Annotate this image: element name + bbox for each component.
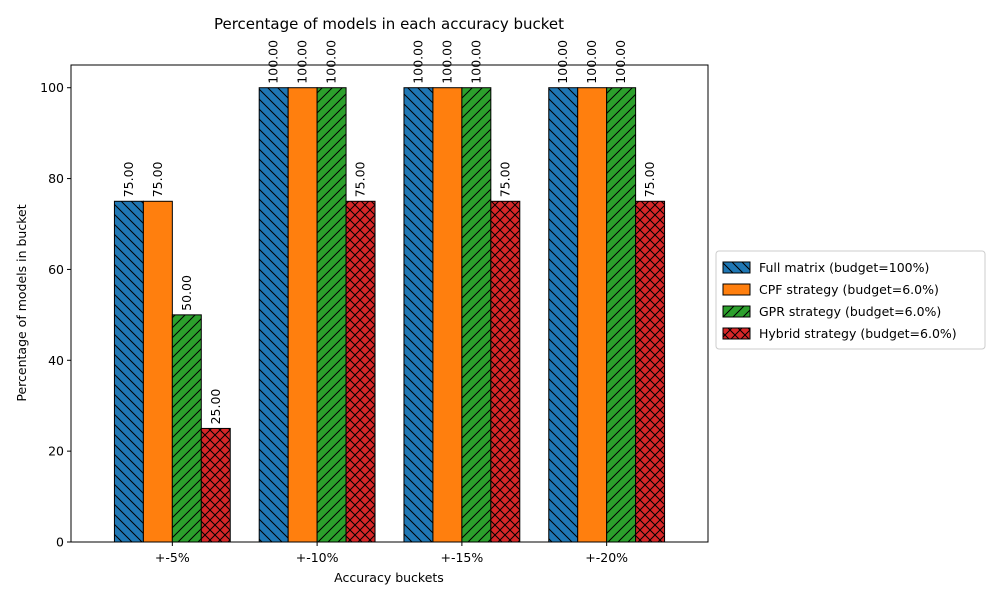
x-axis-label: Accuracy buckets [334,570,444,585]
legend-swatch-hatch [723,328,750,339]
x-axis: +-5% +-10% +-15% +-20% [155,542,628,565]
data-label: 75.00 [497,161,512,197]
bar-hatch [172,314,202,542]
y-axis: 0 20 40 60 80 100 [40,80,71,550]
x-tick-label: +-10% [296,550,339,565]
legend-swatch-outline [722,305,751,318]
x-tick-label: +-5% [155,550,190,565]
legend-swatch-outline [722,283,751,296]
data-label: 100.00 [410,40,425,84]
data-labels: 75.00 100.00 100.00 100.00 75.00 100.00 100.00… [121,40,657,424]
data-label: 100.00 [439,40,454,84]
data-label: 100.00 [295,40,310,84]
legend-label: Full matrix (budget=100%) [759,260,929,275]
bar-hatch [548,87,578,542]
data-label: 100.00 [266,40,281,84]
chart-title: Percentage of models in each accuracy bu… [214,15,564,33]
data-label: 100.00 [584,40,599,84]
bar [143,201,173,543]
data-label: 75.00 [642,161,657,197]
data-label: 100.00 [468,40,483,84]
bar-hatch [490,201,520,543]
data-label: 100.00 [324,40,339,84]
y-tick-label: 0 [56,535,64,550]
y-axis-label: Percentage of models in bucket [14,204,29,401]
bar [432,87,462,542]
legend-swatch [723,284,750,295]
data-label: 75.00 [353,161,368,197]
data-label: 25.00 [208,389,223,425]
bar-hatch [346,201,376,543]
bar-hatch [317,87,347,542]
bar-hatch [201,428,231,542]
legend-swatch-outline [722,327,751,340]
x-tick-label: +-20% [585,550,628,565]
y-tick-label: 60 [48,262,64,277]
x-tick-label: +-15% [440,550,483,565]
legend-swatch-hatch [723,262,750,273]
bar-hatch [635,201,665,543]
bars [113,87,666,543]
legend-frame [715,250,986,350]
data-label: 50.00 [179,275,194,311]
bar-hatch [403,87,433,542]
data-label: 100.00 [555,40,570,84]
legend-label: Hybrid strategy (budget=6.0%) [759,326,957,341]
legend: Full matrix (budget=100%) CPF strategy (b… [715,250,986,350]
legend-label: CPF strategy (budget=6.0%) [759,282,939,297]
bar [577,87,607,542]
bar [288,87,318,542]
data-label: 75.00 [121,161,136,197]
y-tick-label: 20 [48,444,64,459]
y-tick-label: 100 [40,80,64,95]
legend-swatch-hatch [723,306,750,317]
y-tick-label: 80 [48,171,64,186]
bar-hatch [114,201,144,543]
bar-hatch [606,87,636,542]
bar-hatch [259,87,289,542]
bar-hatch [461,87,491,542]
data-label: 100.00 [613,40,628,84]
legend-swatch-outline [722,261,751,274]
legend-label: GPR strategy (budget=6.0%) [759,304,941,319]
y-tick-label: 40 [48,353,64,368]
data-label: 75.00 [150,161,165,197]
plot-frame [70,64,709,543]
